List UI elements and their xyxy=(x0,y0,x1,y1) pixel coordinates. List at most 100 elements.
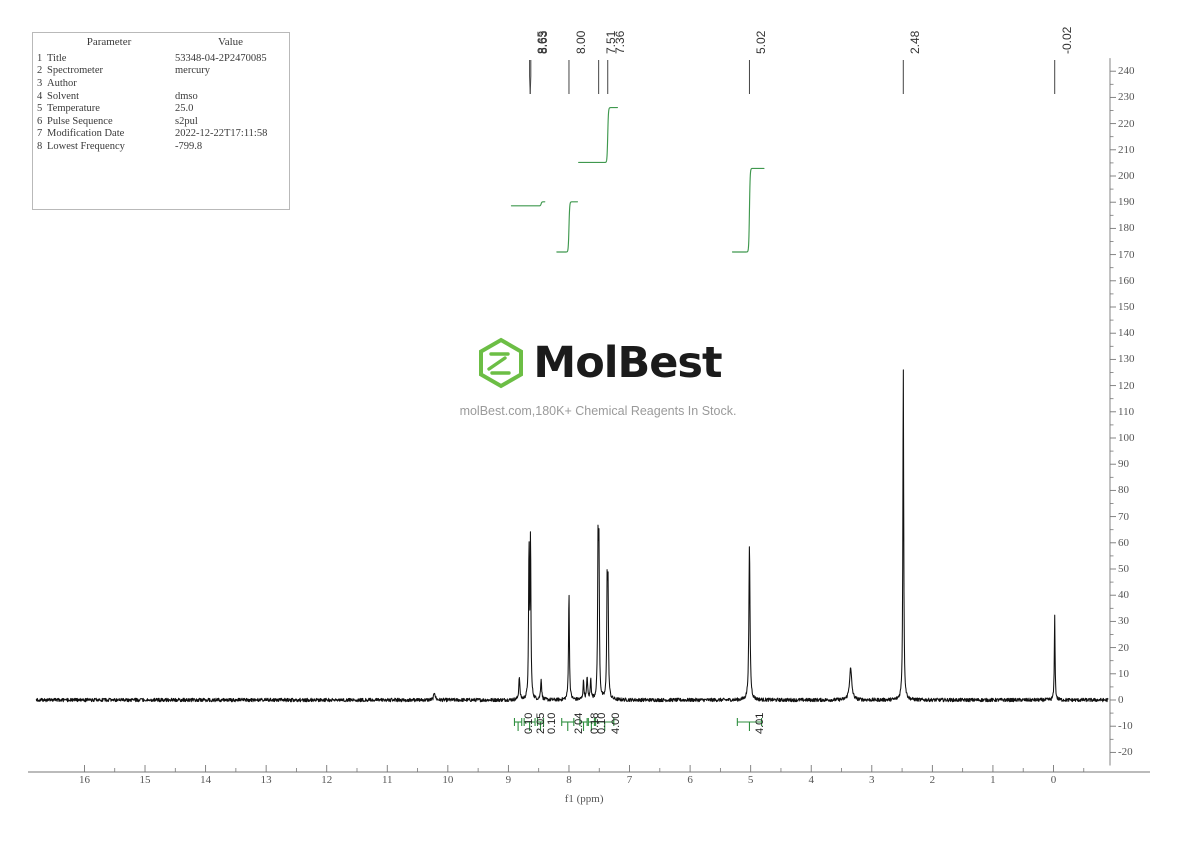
y-axis-tick: 180 xyxy=(1118,222,1135,235)
x-axis-tick: 6 xyxy=(687,774,693,786)
x-axis-tick: 10 xyxy=(442,774,454,786)
logo-text: MolBest xyxy=(533,337,722,388)
parameter-index: 1 xyxy=(37,52,43,64)
peak-label: 2.48 xyxy=(908,30,923,54)
y-axis-tick: 80 xyxy=(1118,484,1129,497)
integral-label: 0.10 xyxy=(545,712,558,734)
parameter-row: 7 Modification Date 2022-12-22T17:11:58 xyxy=(33,128,289,141)
y-axis-tick: 160 xyxy=(1118,274,1135,287)
y-axis-tick: 20 xyxy=(1118,641,1129,654)
y-axis-tick: 30 xyxy=(1118,615,1129,628)
logo-row: MolBest xyxy=(474,336,723,390)
integral-label: 0.10 xyxy=(596,712,609,734)
parameter-name: Pulse Sequence xyxy=(47,115,113,127)
x-axis-tick: 12 xyxy=(321,774,333,786)
x-axis-tick: 8 xyxy=(566,774,572,786)
y-axis-tick: -20 xyxy=(1118,746,1133,759)
peak-label: 8.00 xyxy=(573,30,588,54)
x-axis-tick: 11 xyxy=(381,774,393,786)
parameter-index: 6 xyxy=(37,115,43,127)
x-axis-tick: 7 xyxy=(626,774,633,786)
y-axis-tick: -10 xyxy=(1118,720,1133,733)
x-axis-tick: 3 xyxy=(869,774,875,786)
y-axis-tick: 50 xyxy=(1118,563,1129,575)
x-axis-tick: 16 xyxy=(78,774,90,786)
parameter-index: 7 xyxy=(37,128,43,140)
parameter-row: 2 Spectrometer mercury xyxy=(33,65,289,78)
parameter-row: 8 Lowest Frequency -799.8 xyxy=(33,140,289,153)
parameter-value: s2pul xyxy=(175,115,198,127)
y-axis-tick: 140 xyxy=(1118,327,1135,340)
integral-label: 2.04 xyxy=(572,712,585,734)
y-axis-tick: 170 xyxy=(1118,248,1135,261)
parameter-table-header: Parameter Value xyxy=(33,33,289,52)
parameter-index: 4 xyxy=(37,90,43,102)
parameter-value-header: Value xyxy=(217,36,244,48)
peak-label: 7.36 xyxy=(612,30,627,54)
y-axis-tick: 200 xyxy=(1118,170,1135,182)
parameter-row: 4 Solvent dmso xyxy=(33,90,289,103)
parameter-row: 5 Temperature 25.0 xyxy=(33,102,289,115)
y-axis-tick: 190 xyxy=(1118,196,1135,209)
y-axis-tick: 0 xyxy=(1118,694,1124,706)
parameter-name: Temperature xyxy=(47,103,100,115)
parameter-row: 3 Author xyxy=(33,77,289,90)
integral-label: 4.00 xyxy=(609,712,622,734)
y-axis-tick: 120 xyxy=(1118,379,1135,392)
parameter-value: 2022-12-22T17:11:58 xyxy=(175,128,268,140)
y-axis-tick: 150 xyxy=(1118,301,1135,313)
x-axis-tick: 2 xyxy=(929,774,936,786)
x-axis-tick: 9 xyxy=(505,774,512,786)
parameter-name: Title xyxy=(47,52,67,64)
parameter-name: Lowest Frequency xyxy=(47,140,125,152)
y-axis-tick: 210 xyxy=(1118,143,1135,156)
parameter-name: Spectrometer xyxy=(47,65,103,77)
y-axis-tick: 90 xyxy=(1118,458,1129,471)
integral-label: 0.10 xyxy=(523,712,536,734)
x-axis-tick: 0 xyxy=(1050,774,1057,786)
parameter-row: 1 Title 53348-04-2P2470085 xyxy=(33,52,289,65)
x-axis-tick: 15 xyxy=(139,774,151,786)
peak-label: 8.63 xyxy=(535,30,550,54)
hexagon-logo-icon xyxy=(479,337,524,389)
parameter-index: 5 xyxy=(37,103,43,115)
y-axis-tick: 130 xyxy=(1118,353,1135,366)
parameter-index: 2 xyxy=(37,65,43,77)
y-axis-tick: 230 xyxy=(1118,91,1135,104)
parameter-name: Modification Date xyxy=(47,128,125,140)
integral-label: 4.01 xyxy=(754,712,767,734)
parameter-name: Author xyxy=(47,77,77,89)
y-axis-tick: 10 xyxy=(1118,667,1129,680)
y-axis-tick: 70 xyxy=(1118,510,1129,523)
parameter-index: 3 xyxy=(37,77,43,89)
parameter-value: mercury xyxy=(175,65,210,77)
watermark-tagline: molBest.com,180K+ Chemical Reagents In S… xyxy=(459,404,737,418)
x-axis-tick: 13 xyxy=(260,774,272,786)
parameter-value: 25.0 xyxy=(175,103,194,115)
y-axis-tick: 220 xyxy=(1118,117,1135,130)
y-axis-tick: 60 xyxy=(1118,536,1129,549)
parameter-table: Parameter Value 1 Title 53348-04-2P2470085… xyxy=(32,32,290,210)
parameter-name: Solvent xyxy=(47,90,80,102)
parameter-value: 53348-04-2P2470085 xyxy=(175,52,267,64)
x-axis-tick: 4 xyxy=(808,774,814,786)
molbest-watermark: MolBest molBest.com,180K+ Chemical Reage… xyxy=(448,336,748,418)
x-axis-tick: 14 xyxy=(200,774,212,786)
y-axis-tick: 110 xyxy=(1118,405,1135,418)
parameter-index: 8 xyxy=(37,140,43,152)
y-axis-tick: 240 xyxy=(1118,65,1135,78)
y-axis-tick: 100 xyxy=(1118,432,1135,444)
y-axis-tick: 40 xyxy=(1118,589,1129,602)
parameter-row: 6 Pulse Sequence s2pul xyxy=(33,115,289,128)
parameter-value: -799.8 xyxy=(175,140,203,152)
x-axis-tick: 1 xyxy=(990,774,996,786)
peak-label: 5.02 xyxy=(754,30,769,54)
x-axis-tick: 5 xyxy=(747,774,754,786)
parameter-name-header: Parameter xyxy=(86,36,132,48)
